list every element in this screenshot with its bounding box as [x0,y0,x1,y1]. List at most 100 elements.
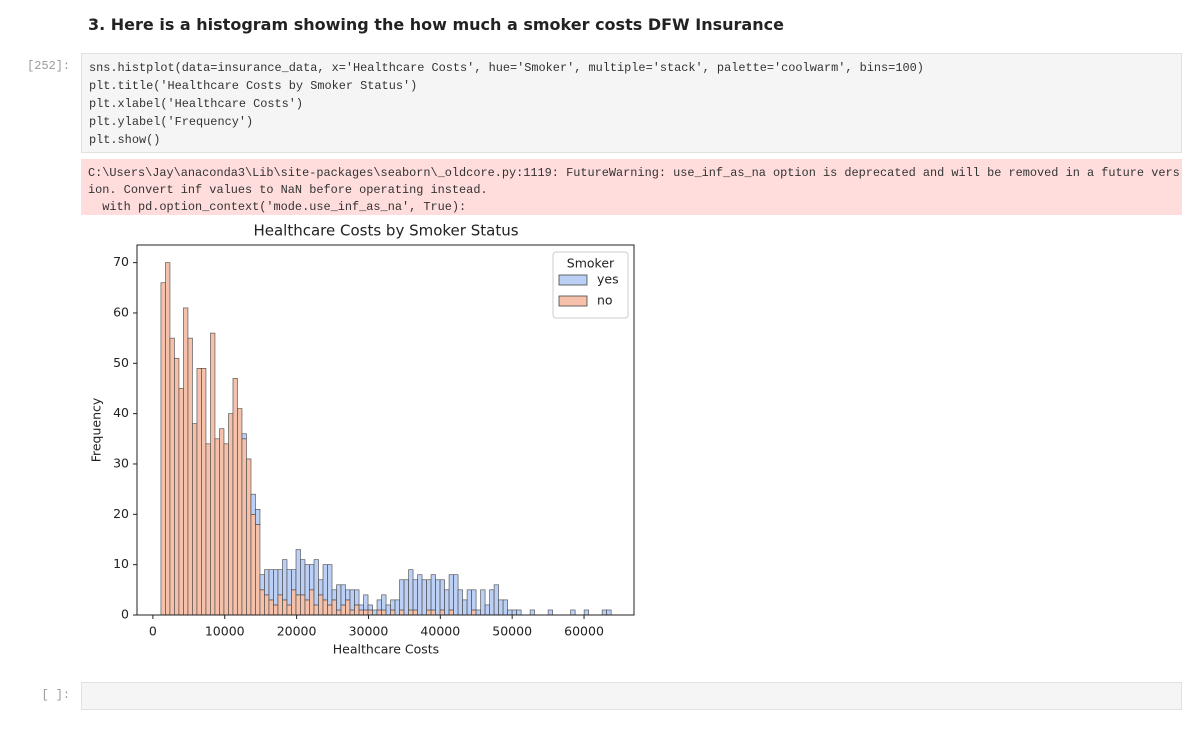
histogram-bar [322,564,328,601]
code-line: plt.show() [89,133,161,147]
histogram-bar [399,609,405,616]
code-line: sns.histplot(data=insurance_data, x='Hea… [89,61,924,75]
x-tick-label: 50000 [492,624,532,639]
histogram-bar [264,569,270,596]
histogram-bar [394,599,400,616]
histogram-bar [318,594,324,616]
histogram-bar [381,609,387,616]
histogram-bar [286,569,292,606]
histogram-bar [601,609,607,616]
histogram-bar [246,458,252,616]
histogram-bar [237,408,243,616]
y-tick-label: 40 [113,405,129,420]
x-tick-label: 40000 [420,624,460,639]
legend-label: no [597,293,613,308]
histogram-bar [399,579,405,611]
histogram-bar [160,282,166,616]
cell-prompt: [ ]: [41,688,70,702]
histogram-bar [430,574,436,611]
histogram-bar [187,337,193,616]
histogram-bar [471,589,477,611]
histogram-bar [183,307,189,616]
histogram-bar [457,589,463,616]
histogram-bar [345,599,351,616]
histogram-bar [286,604,292,616]
x-tick-label: 30000 [349,624,389,639]
x-tick-label: 60000 [564,624,604,639]
histogram-bar [214,438,220,616]
code-line: plt.ylabel('Frequency') [89,115,254,129]
histogram-bar [273,569,279,606]
histogram-bar [376,609,382,616]
histogram-bar [426,609,432,616]
histogram-bar [583,609,589,616]
histogram-bar [313,604,319,616]
histogram-bar [363,594,369,611]
histogram-bar [453,574,459,616]
histogram-bar [318,579,324,596]
histogram-bar [507,609,513,616]
histogram-bar [340,584,346,606]
histogram-bar [430,609,436,616]
legend-swatch [558,274,588,286]
x-tick-label: 0 [149,624,157,639]
code-line: plt.title('Healthcare Costs by Smoker St… [89,79,418,93]
chart-title: Healthcare Costs by Smoker Status [253,222,518,240]
histogram-bar [354,589,360,606]
histogram-bar [174,357,180,616]
histogram-bar [349,589,355,611]
histogram-bar [259,574,265,591]
legend-title: Smoker [567,256,615,271]
histogram-bar [444,589,450,616]
histogram-bar [331,589,337,601]
histogram-bar [363,609,369,616]
histogram-bar [426,579,432,611]
histogram-bar [502,599,508,616]
histogram-bar [345,589,351,601]
histogram-bar [516,609,522,616]
histogram-bar [475,609,481,616]
x-tick-label: 20000 [277,624,317,639]
histogram-bar [367,604,373,611]
code-cell[interactable]: sns.histplot(data=insurance_data, x='Hea… [81,53,1182,153]
histogram-bar [511,609,517,616]
histogram-bar [489,589,495,616]
stderr-line: with pd.option_context('mode.use_inf_as_… [88,200,467,214]
histogram-bar [210,332,216,616]
histogram-bar [336,584,342,611]
histogram-bar [228,413,234,616]
histogram-bar [259,589,265,616]
histogram-bar [390,609,396,616]
histogram-bar [327,564,333,606]
histogram-bar [358,609,364,616]
histogram-bar [309,589,315,616]
y-tick-label: 50 [113,355,129,370]
histogram-bar [381,594,387,611]
histogram-bar [196,368,202,616]
histogram-bar [385,604,391,616]
histogram-bar [327,604,333,616]
histogram-bar [439,579,445,611]
y-tick-label: 70 [113,254,129,269]
histogram-bar [268,599,274,616]
legend-label: yes [597,272,619,287]
histogram-bar [471,609,477,616]
histogram-bar [309,564,315,591]
histogram-bar [439,609,445,616]
histogram-bar [250,493,256,515]
histogram-bar [241,433,247,440]
histogram-bar [547,609,553,616]
cell-prompt: [252]: [27,59,70,73]
histogram-bar [295,594,301,616]
histogram-bar [273,604,279,616]
histogram-bar [165,262,171,616]
histogram-bar [322,599,328,616]
histogram-bar [336,609,342,616]
histogram-bar [300,594,306,616]
stderr-output: C:\Users\Jay\anaconda3\Lib\site-packages… [81,159,1182,215]
histogram-bar [282,599,288,616]
histogram-bar [403,579,409,616]
empty-code-cell[interactable] [81,682,1182,710]
histogram-bar [201,368,207,616]
